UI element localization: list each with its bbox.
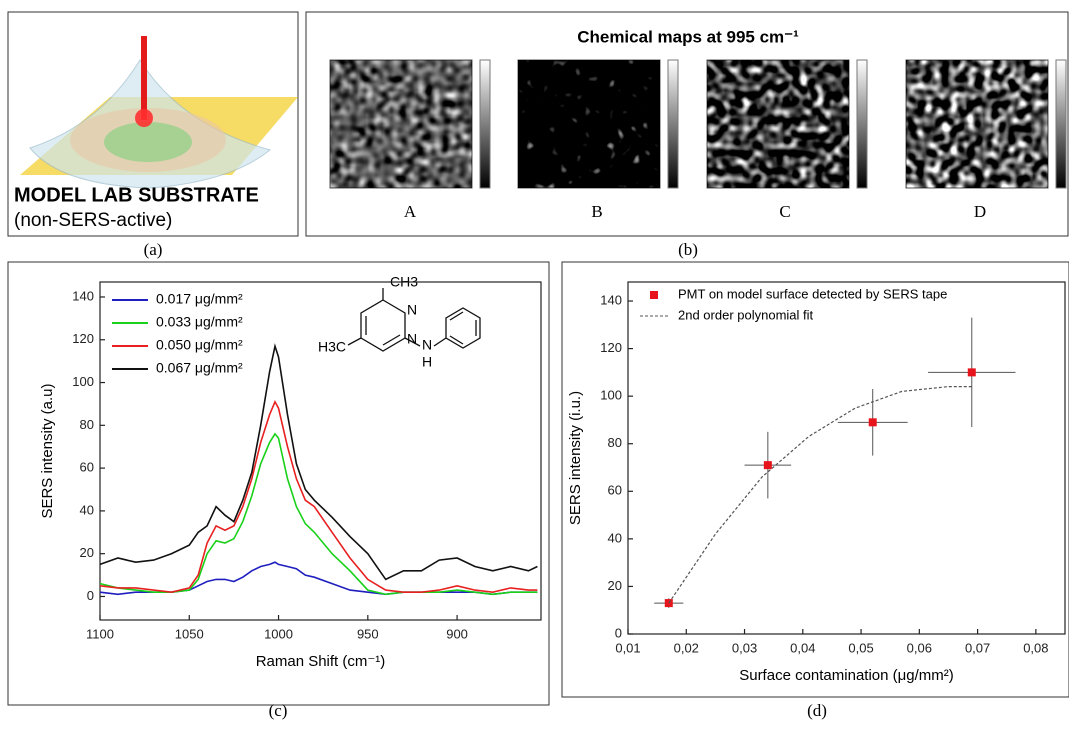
colorbar <box>479 59 491 189</box>
panel-a-title: MODEL LAB SUBSTRATE <box>14 184 259 206</box>
x-tick-label: 1000 <box>264 626 293 641</box>
y-tick-label: 80 <box>80 417 94 432</box>
y-tick-label: 80 <box>608 435 622 450</box>
map-image <box>707 60 849 188</box>
x-tick-label: 0,04 <box>790 640 815 655</box>
panel-d-frame <box>561 261 1069 698</box>
map-label: A <box>404 202 417 221</box>
x-tick-label: 950 <box>357 626 379 641</box>
y-tick-label: 20 <box>80 545 94 560</box>
panel-a-subtitle: (non-SERS-active) <box>14 210 172 231</box>
legend-label: 0.067 μg/mm² <box>156 360 243 376</box>
x-tick-label: 0,08 <box>1023 640 1048 655</box>
molecule-label: N <box>407 302 417 318</box>
legend-label: 0.017 μg/mm² <box>156 291 243 307</box>
y-tick-label: 120 <box>600 340 622 355</box>
panel-b-title: Chemical maps at 995 cm⁻¹ <box>577 27 799 46</box>
plot-frame <box>627 281 1066 635</box>
x-tick-label: 0,03 <box>732 640 757 655</box>
colorbar <box>856 59 868 189</box>
y-tick-label: 0 <box>87 588 94 603</box>
y-tick-label: 60 <box>608 483 622 498</box>
map-label: C <box>779 202 790 221</box>
legend-label: 2nd order polynomial fit <box>678 307 814 322</box>
molecule-label: H3C <box>318 339 346 355</box>
legend-swatch <box>650 291 658 299</box>
x-tick-label: 1100 <box>86 626 114 641</box>
spectrum-line <box>99 399 538 594</box>
caption: (c) <box>269 701 288 720</box>
y-tick-label: 0 <box>615 625 622 640</box>
data-point <box>868 418 877 427</box>
y-axis-label: SERS intensity (a.u) <box>39 383 56 518</box>
y-axis-label: SERS intensity (i.u.) <box>567 391 584 525</box>
colorbar <box>667 59 679 189</box>
y-tick-label: 40 <box>608 530 622 545</box>
x-tick-label: 1050 <box>175 626 204 641</box>
substrate-illustration <box>20 36 298 189</box>
caption: (b) <box>678 240 698 259</box>
map-image <box>518 60 660 188</box>
plot-frame <box>99 281 542 621</box>
molecule-label: H <box>422 354 432 370</box>
data-point <box>967 368 976 377</box>
y-tick-label: 120 <box>72 331 94 346</box>
chemical-maps: A B C D <box>329 59 1067 221</box>
molecule-structure <box>347 288 481 352</box>
y-tick-label: 140 <box>72 288 94 303</box>
molecule-label: N <box>407 331 417 347</box>
y-tick-label: 100 <box>72 374 94 389</box>
map-image <box>330 60 472 188</box>
y-tick-label: 20 <box>608 578 622 593</box>
legend-label: 0.033 μg/mm² <box>156 314 243 330</box>
map-label: B <box>591 202 602 221</box>
x-tick-label: 0,01 <box>615 640 640 655</box>
map-image <box>906 60 1048 188</box>
caption: (a) <box>144 240 163 259</box>
colorbar <box>1055 59 1067 189</box>
y-tick-label: 140 <box>600 292 622 307</box>
spectrum-line <box>99 343 538 581</box>
legend-label: PMT on model surface detected by SERS ta… <box>678 286 947 301</box>
x-axis-label: Surface contamination (μg/mm²) <box>739 667 954 684</box>
panel-c-frame <box>7 261 550 706</box>
x-tick-label: 0,06 <box>907 640 932 655</box>
fit-line <box>668 386 972 604</box>
y-tick-label: 60 <box>80 460 94 475</box>
data-point <box>763 461 772 470</box>
map-label: D <box>974 202 986 221</box>
y-tick-label: 100 <box>600 388 622 403</box>
x-tick-label: 0,07 <box>965 640 990 655</box>
caption: (d) <box>807 701 827 720</box>
x-tick-label: 0,02 <box>674 640 699 655</box>
x-tick-label: 0,05 <box>848 640 873 655</box>
spectrum-line <box>99 432 538 596</box>
legend-label: 0.050 μg/mm² <box>156 337 243 353</box>
y-tick-label: 40 <box>80 502 94 517</box>
molecule-label: N <box>422 337 432 353</box>
spectrum-line <box>99 561 538 596</box>
x-tick-label: 900 <box>446 626 468 641</box>
x-axis-label: Raman Shift (cm⁻¹) <box>256 653 386 670</box>
